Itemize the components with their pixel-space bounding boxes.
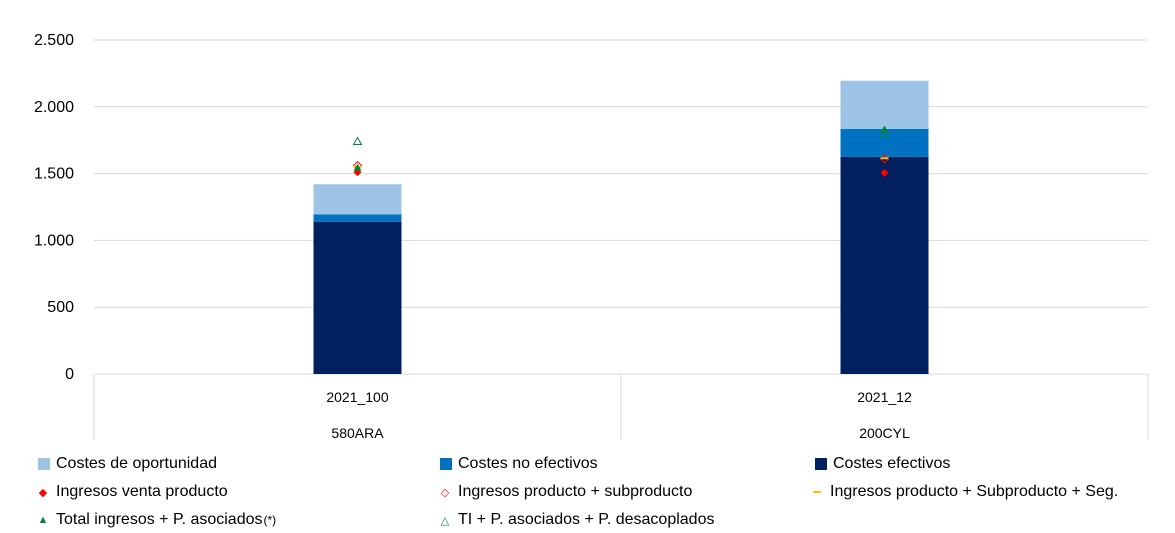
legend-label: TI + P. asociados + P. desacoplados bbox=[458, 511, 715, 528]
triangle-open-icon: △ bbox=[440, 514, 450, 527]
legend-item-total-ingresos: ▲ Total ingresos + P. asociados (*) bbox=[36, 511, 277, 529]
x-axis: 2021_100 580ARA 2021_12 200CYL bbox=[93, 374, 1149, 441]
legend-swatch bbox=[440, 458, 452, 470]
x-group-label: 580ARA bbox=[331, 425, 384, 441]
bar-segment bbox=[840, 156, 929, 374]
y-tick-label: 0 bbox=[65, 366, 74, 383]
legend-item-costes-oportunidad: Costes de oportunidad bbox=[38, 455, 217, 473]
x-group-label: 200CYL bbox=[859, 425, 910, 441]
legend: Costes de oportunidad Costes no efectivo… bbox=[0, 450, 1175, 533]
bar-segment bbox=[313, 214, 402, 222]
bar-segment bbox=[840, 80, 929, 129]
legend-item-costes-efectivos: Costes efectivos bbox=[815, 455, 950, 473]
legend-item-ingresos-subproducto: ◇ Ingresos producto + subproducto bbox=[438, 483, 693, 501]
legend-item-costes-no-efectivos: Costes no efectivos bbox=[440, 455, 598, 473]
legend-label: Ingresos producto + subproducto bbox=[458, 483, 693, 500]
y-tick-label: 2.500 bbox=[34, 32, 74, 49]
bar-segment bbox=[313, 221, 402, 374]
gridlines bbox=[94, 39, 1148, 375]
legend-label: Ingresos producto + Subproducto + Seg. bbox=[830, 483, 1119, 500]
markers bbox=[352, 125, 890, 177]
legend-label: Costes efectivos bbox=[833, 455, 951, 472]
dash-icon bbox=[810, 491, 824, 493]
x-tick-label: 2021_12 bbox=[857, 389, 912, 405]
bar-segment bbox=[313, 184, 402, 215]
legend-label: Total ingresos + P. asociados bbox=[56, 511, 263, 528]
legend-label: Costes no efectivos bbox=[458, 455, 598, 472]
legend-item-ingresos-venta: ◆ Ingresos venta producto bbox=[36, 483, 228, 501]
y-tick-label: 1.000 bbox=[34, 232, 74, 249]
legend-note: (*) bbox=[263, 513, 277, 527]
triangle-icon: ▲ bbox=[37, 514, 49, 526]
legend-swatch bbox=[815, 458, 827, 470]
legend-item-ingresos-seg: Ingresos producto + Subproducto + Seg. bbox=[810, 483, 1118, 501]
diamond-icon: ◆ bbox=[38, 486, 48, 499]
y-tick-label: 2.000 bbox=[34, 99, 74, 116]
marker-point bbox=[879, 128, 890, 138]
legend-label: Ingresos venta producto bbox=[56, 483, 228, 500]
diamond-open-icon: ◇ bbox=[440, 486, 450, 499]
y-tick-label: 1.500 bbox=[34, 166, 74, 183]
marker-point bbox=[880, 168, 889, 177]
y-axis-ticks: 0 500 1.000 1.500 2.000 2.500 bbox=[34, 32, 74, 383]
bar-segment bbox=[840, 128, 929, 157]
y-tick-label: 500 bbox=[47, 299, 74, 316]
marker-point bbox=[353, 163, 362, 171]
legend-label: Costes de oportunidad bbox=[56, 455, 217, 472]
legend-item-ti-desacoplados: △ TI + P. asociados + P. desacoplados bbox=[438, 511, 715, 529]
bars bbox=[313, 80, 929, 374]
x-tick-label: 2021_100 bbox=[326, 389, 389, 405]
marker-point bbox=[352, 136, 363, 146]
legend-swatch bbox=[38, 458, 50, 470]
